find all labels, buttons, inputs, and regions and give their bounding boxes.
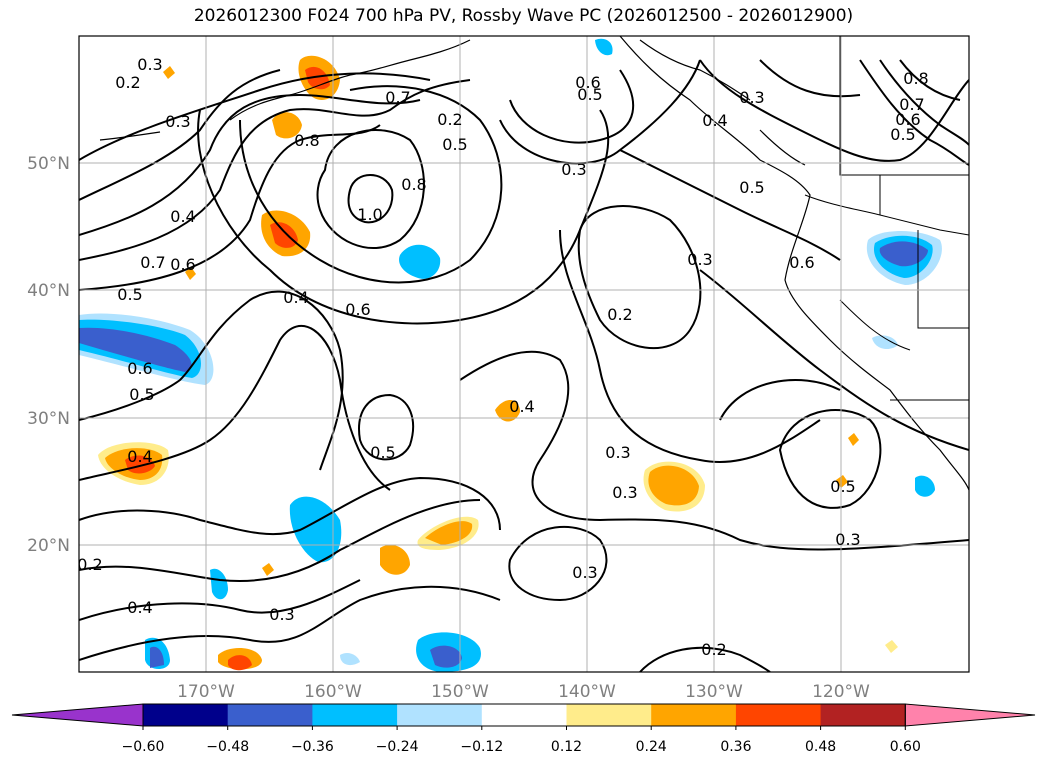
contour-label: 0.7 — [899, 95, 924, 114]
contour-label: 0.5 — [890, 125, 915, 144]
map-frame — [78, 35, 970, 673]
contour-label: 0.2 — [437, 110, 462, 129]
lon-label-150w: 150°W — [431, 682, 489, 702]
contour-label: 0.6 — [170, 255, 195, 274]
colorbar-tick-label: −0.60 — [122, 739, 165, 755]
contour-label: 0.7 — [385, 88, 410, 107]
pv-contours — [79, 59, 969, 672]
contour-label: 0.4 — [170, 207, 195, 226]
contour-label: 0.3 — [165, 112, 190, 131]
contour-label: 0.3 — [137, 55, 162, 74]
contour-label: 0.5 — [739, 178, 764, 197]
contour-label: 0.4 — [702, 111, 727, 130]
contour-label: 0.3 — [739, 88, 764, 107]
lon-label-120w: 120°W — [812, 682, 870, 702]
colorbar-bin — [651, 704, 737, 726]
colorbar-tick-label: 0.24 — [636, 739, 667, 755]
colorbar-tick-label: 0.48 — [805, 739, 836, 755]
latitude-axis: 50°N 40°N 30°N 20°N — [27, 154, 70, 556]
contour-label: 0.3 — [687, 250, 712, 269]
lat-label-50n: 50°N — [27, 154, 70, 174]
colorbar-bin — [227, 704, 313, 726]
lon-label-140w: 140°W — [558, 682, 616, 702]
contour-label: 1.0 — [357, 205, 382, 224]
contour-label: 0.2 — [701, 640, 726, 659]
contour-label: 0.8 — [401, 175, 426, 194]
contour-label: 0.6 — [789, 253, 814, 272]
contour-label: 0.5 — [129, 385, 154, 404]
contour-label: 0.5 — [830, 477, 855, 496]
contour-label: 0.6 — [895, 110, 920, 129]
contour-label: 0.5 — [117, 285, 142, 304]
contour-label: 0.3 — [612, 483, 637, 502]
colorbar-extend-min — [11, 703, 144, 727]
colorbar-tick-label: −0.36 — [291, 739, 334, 755]
contour-label: 0.4 — [127, 447, 152, 466]
contour-label: 0.6 — [575, 73, 600, 92]
graticule — [79, 36, 969, 672]
colorbar-bin — [566, 704, 652, 726]
shaded-anomalies — [79, 38, 942, 672]
contour-label: 0.6 — [345, 300, 370, 319]
contour-label: 0.3 — [269, 605, 294, 624]
colorbar — [11, 703, 1036, 727]
contour-labels: 0.20.30.70.80.60.5 0.30.40.50.80.70.60.50… — [77, 55, 929, 659]
contour-label: 0.8 — [903, 69, 928, 88]
colorbar-bin — [481, 704, 567, 726]
map-background — [79, 36, 969, 672]
lon-label-160w: 160°W — [304, 682, 362, 702]
lat-label-30n: 30°N — [27, 409, 70, 429]
colorbar-tick-labels: −0.60 −0.48 −0.36 −0.24 −0.12 0.12 0.24 0.36 0.4… — [122, 726, 921, 755]
colorbar-tick-label: −0.48 — [206, 739, 249, 755]
contour-label: 0.5 — [577, 85, 602, 104]
lat-label-40n: 40°N — [27, 281, 70, 301]
longitude-axis: 170°W 160°W 150°W 140°W 130°W 120°W — [177, 682, 870, 702]
contour-label: 0.2 — [115, 73, 140, 92]
contour-label: 0.3 — [561, 160, 586, 179]
contour-label: 0.3 — [835, 530, 860, 549]
contour-label: 0.5 — [370, 443, 395, 462]
colorbar-tick-label: −0.24 — [376, 739, 419, 755]
map-title: 2026012300 F024 700 hPa PV, Rossby Wave … — [193, 6, 854, 26]
colorbar-tick-label: 0.36 — [720, 739, 751, 755]
colorbar-tick-label: 0.12 — [551, 739, 582, 755]
contour-label: 0.6 — [127, 359, 152, 378]
colorbar-extend-max — [904, 703, 1036, 727]
contour-label: 0.4 — [509, 397, 534, 416]
colorbar-bin — [312, 704, 398, 726]
contour-label: 0.4 — [127, 598, 152, 617]
contour-label: 0.3 — [605, 443, 630, 462]
colorbar-bin — [397, 704, 483, 726]
colorbar-tick-label: −0.12 — [460, 739, 503, 755]
contour-label: 0.8 — [294, 131, 319, 150]
contour-label: 0.3 — [572, 563, 597, 582]
lon-label-130w: 130°W — [685, 682, 743, 702]
lon-label-170w: 170°W — [177, 682, 235, 702]
contour-label: 0.5 — [442, 135, 467, 154]
contour-label: 0.4 — [283, 288, 308, 307]
contour-label: 0.2 — [607, 305, 632, 324]
lat-label-20n: 20°N — [27, 536, 70, 556]
contour-label: 0.2 — [77, 555, 102, 574]
contour-label: 0.7 — [140, 253, 165, 272]
political-borders — [804, 36, 969, 401]
colorbar-bin — [820, 704, 906, 726]
colorbar-bin — [735, 704, 822, 726]
colorbar-bin — [143, 704, 229, 726]
colorbar-tick-label: 0.60 — [890, 739, 921, 755]
